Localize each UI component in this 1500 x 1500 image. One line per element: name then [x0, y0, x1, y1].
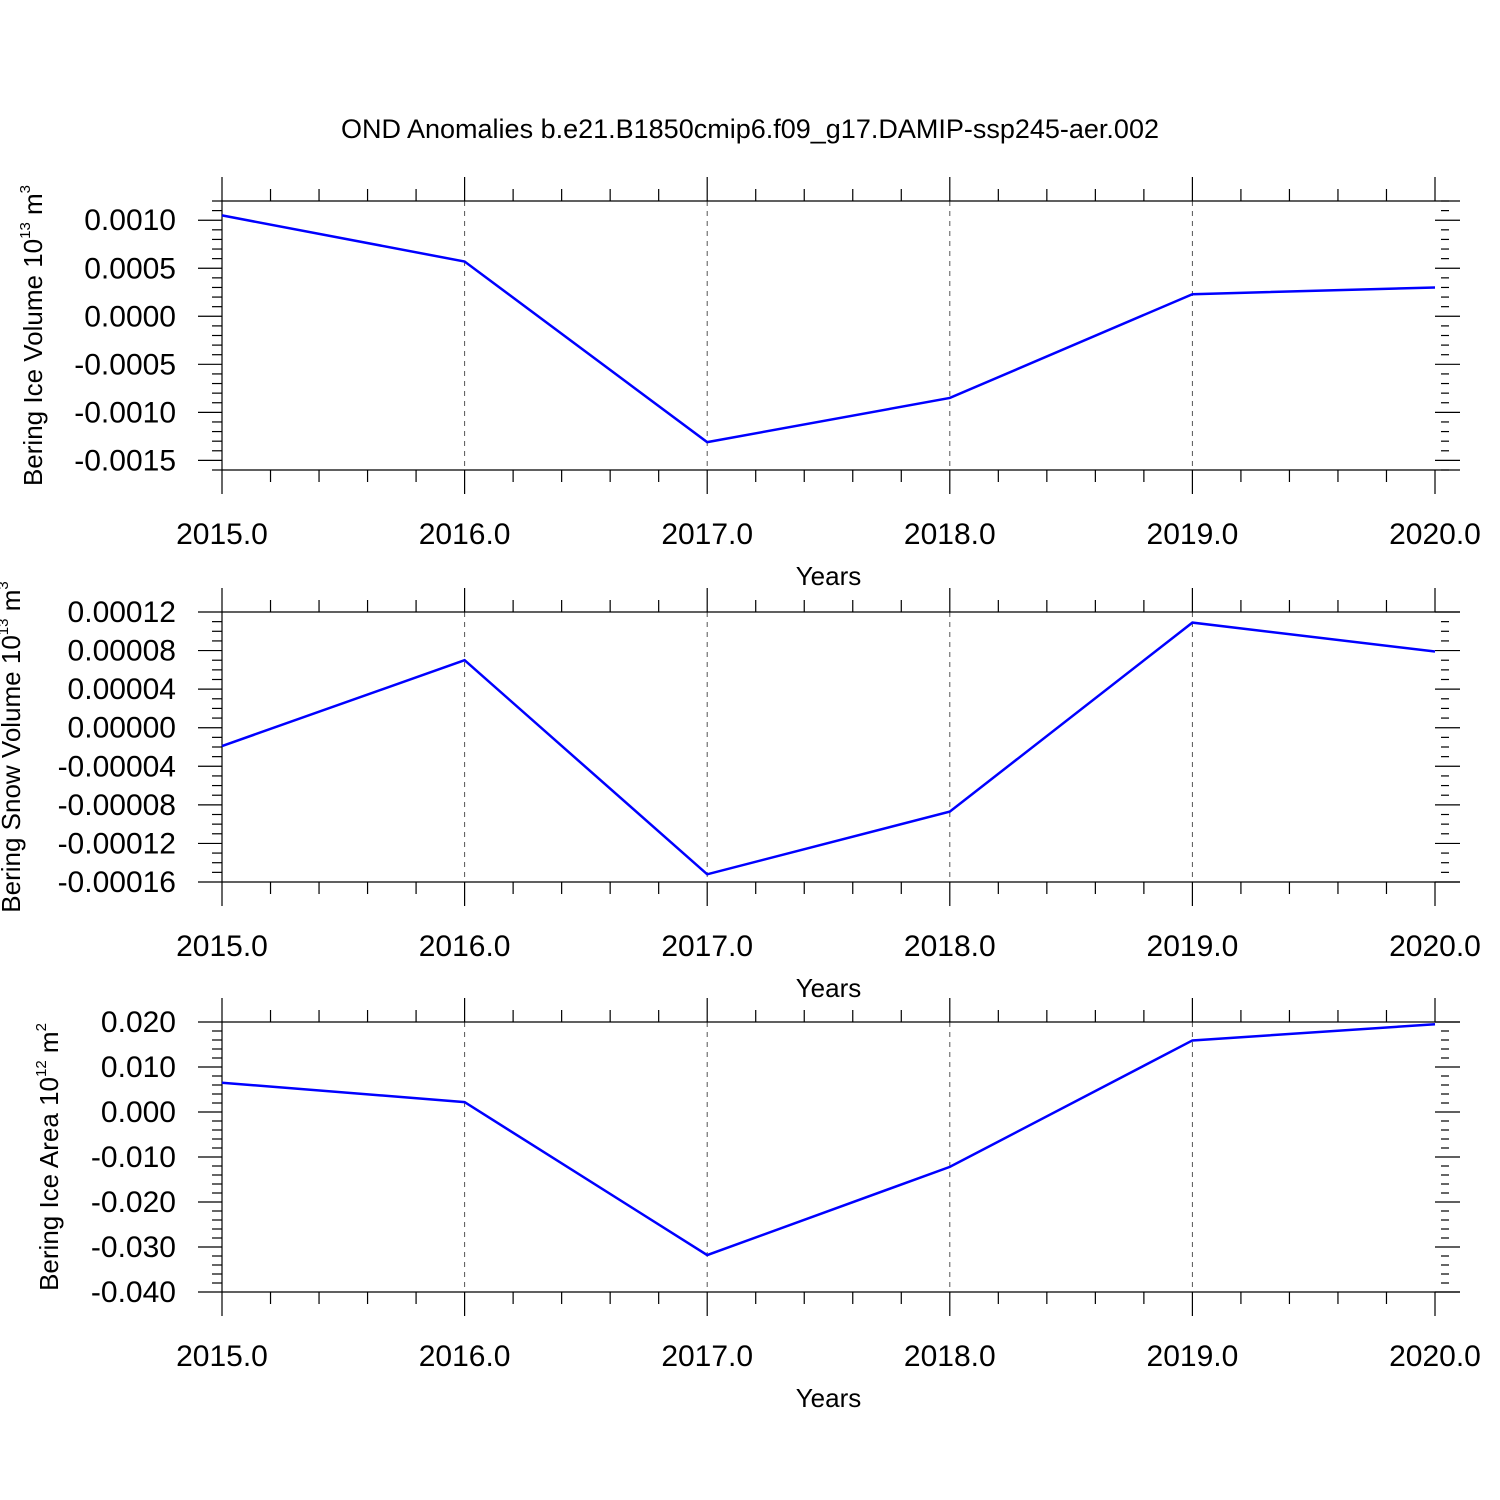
x-axis-label: Years	[796, 1383, 862, 1413]
y-tick-label: -0.010	[91, 1141, 176, 1174]
y-tick-label: -0.030	[91, 1231, 176, 1264]
chart-panel-1: -0.0015 -0.0010 -0.0005 0.0000 0.0005 0.0010 2…	[17, 177, 1481, 591]
y-tick-label: 0.00008	[68, 635, 176, 668]
x-tick-label: 2016.0	[419, 1340, 511, 1373]
y-tick-label: -0.00008	[58, 789, 176, 822]
series-line	[221, 1023, 1436, 1257]
y-tick-label: -0.0010	[74, 396, 176, 429]
x-tick-label: 2015.0	[176, 1340, 268, 1373]
y-tick-label: 0.0010	[84, 204, 176, 237]
x-tick-label: 2019.0	[1147, 930, 1239, 963]
y-axis-label: Bering Ice Area 1012 m2	[33, 1023, 64, 1291]
y-tick-label: 0.000	[101, 1096, 176, 1129]
x-tick-label: 2017.0	[661, 1340, 753, 1373]
chart-panel-2: -0.00016 -0.00012 -0.00008 -0.00004 0.00000 0…	[0, 581, 1481, 1003]
x-tick-label: 2020.0	[1389, 930, 1481, 963]
y-tick-label: 0.010	[101, 1051, 176, 1084]
y-tick-label: 0.00000	[68, 712, 176, 745]
series-line	[221, 214, 1436, 444]
x-tick-label: 2020.0	[1389, 518, 1481, 551]
x-tick-label: 2018.0	[904, 930, 996, 963]
y-tick-label: -0.00012	[58, 827, 176, 860]
y-tick-label: -0.0005	[74, 348, 176, 381]
y-tick-label: -0.00004	[58, 750, 176, 783]
x-tick-label: 2015.0	[176, 518, 268, 551]
x-tick-label: 2018.0	[904, 518, 996, 551]
y-tick-label: -0.00016	[58, 866, 176, 899]
x-axis-label: Years	[796, 561, 862, 591]
x-tick-label: 2018.0	[904, 1340, 996, 1373]
y-axis-label: Bering Ice Volume 1013 m3	[17, 185, 48, 486]
y-tick-label: -0.040	[91, 1276, 176, 1309]
x-tick-label: 2016.0	[419, 518, 511, 551]
series-line	[221, 621, 1436, 876]
x-tick-label: 2016.0	[419, 930, 511, 963]
chart-panels: -0.0015 -0.0010 -0.0005 0.0000 0.0005 0.0010 2…	[0, 177, 1481, 1413]
y-tick-label: -0.020	[91, 1186, 176, 1219]
y-tick-label: 0.0005	[84, 252, 176, 285]
x-tick-label: 2020.0	[1389, 1340, 1481, 1373]
x-axis-label: Years	[796, 973, 862, 1003]
y-tick-label: 0.00004	[68, 673, 176, 706]
x-tick-label: 2019.0	[1147, 1340, 1239, 1373]
y-tick-label: 0.020	[101, 1006, 176, 1039]
y-tick-label: -0.0015	[74, 444, 176, 477]
y-tick-label: 0.0000	[84, 300, 176, 333]
chart-panel-3: -0.040 -0.030 -0.020 -0.010 0.000 0.010 0.020 2…	[33, 998, 1481, 1413]
y-tick-label: 0.00012	[68, 596, 176, 629]
x-tick-label: 2015.0	[176, 930, 268, 963]
y-axis-label: Bering Snow Volume 1013 m3	[0, 581, 26, 912]
x-tick-label: 2017.0	[661, 518, 753, 551]
x-tick-label: 2019.0	[1147, 518, 1239, 551]
x-tick-label: 2017.0	[661, 930, 753, 963]
figure-title: OND Anomalies b.e21.B1850cmip6.f09_g17.D…	[341, 114, 1159, 144]
